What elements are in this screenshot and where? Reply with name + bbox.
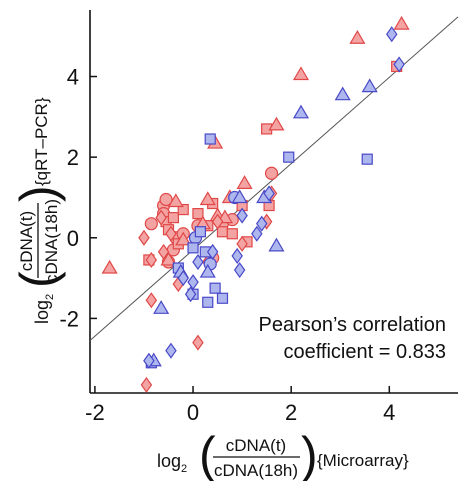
- plot-frame: [89, 10, 458, 394]
- red-circle-point: [159, 192, 173, 207]
- y-label-source: {qRT–PCR}: [32, 97, 51, 186]
- blue-diamond-point: [393, 56, 405, 73]
- x-label-base: 2: [181, 463, 187, 475]
- blue-diamond-point: [231, 247, 243, 264]
- red-diamond-point: [138, 229, 150, 246]
- x-label-log: log: [157, 451, 181, 471]
- blue-diamond-point: [187, 274, 199, 291]
- red-triangle-point: [349, 30, 366, 44]
- y-label-denominator: cDNA(18h): [42, 199, 61, 283]
- red-square-point: [226, 228, 238, 240]
- blue-diamond-point: [263, 185, 275, 202]
- x-tick-label: 4: [383, 400, 395, 425]
- y-tick-label: 0: [67, 226, 79, 251]
- x-label-paren-right: ): [301, 427, 318, 481]
- red-square-point: [216, 226, 229, 238]
- blue-diamond-point: [386, 26, 398, 43]
- blue-triangle-point: [334, 86, 351, 101]
- y-axis-label: log 2 ( cDNA(t) cDNA(18h) ) {qRT–PCR}: [10, 97, 66, 324]
- blue-diamond-point: [165, 342, 177, 359]
- blue-square-point: [216, 292, 229, 304]
- red-circle-point: [144, 217, 158, 231]
- red-triangle-point: [101, 259, 118, 274]
- axis-ticks: -2 0 2 4 -2 0 2 4: [59, 65, 395, 425]
- blue-square-point: [202, 296, 214, 308]
- blue-triangle-point: [268, 237, 285, 252]
- y-label-numerator: cDNA(t): [17, 211, 36, 271]
- y-label-base: 2: [44, 294, 56, 300]
- blue-diamond-point: [255, 215, 268, 232]
- blue-diamond-point: [233, 262, 246, 279]
- red-triangle-point: [268, 116, 285, 131]
- blue-triangle-point: [153, 300, 170, 314]
- blue-diamond-point: [192, 253, 204, 271]
- data-points: [101, 15, 410, 393]
- red-diamond-point: [211, 213, 224, 230]
- y-label-paren-right: ): [10, 185, 66, 202]
- x-tick-label: 2: [285, 400, 297, 425]
- correlation-annotation-line-1: Pearson’s correlation: [258, 314, 446, 336]
- red-triangle-point: [199, 191, 216, 206]
- blue-square-point: [204, 133, 216, 145]
- y-label-paren-left: (: [10, 271, 66, 288]
- x-tick-label: -2: [85, 400, 105, 425]
- red-triangle-point: [236, 175, 253, 189]
- blue-triangle-point: [231, 189, 248, 204]
- y-tick-label: 2: [67, 145, 79, 170]
- blue-diamond-point: [206, 243, 219, 260]
- y-tick-label: -2: [59, 306, 79, 331]
- red-square-point: [177, 203, 189, 216]
- blue-square-point: [209, 282, 221, 294]
- red-circle-point: [264, 166, 279, 180]
- red-triangle-point: [167, 193, 184, 208]
- red-square-point: [192, 207, 204, 220]
- blue-square-point: [194, 226, 206, 238]
- red-diamond-point: [165, 225, 177, 242]
- red-diamond-point: [145, 251, 158, 268]
- x-tick-label: 0: [187, 400, 199, 425]
- red-triangle-point: [160, 251, 177, 266]
- red-diamond-point: [145, 292, 158, 309]
- x-label-numerator: cDNA(t): [226, 436, 286, 455]
- red-triangle-point: [175, 231, 192, 246]
- blue-square-point: [283, 151, 295, 163]
- x-label-denominator: cDNA(18h): [214, 461, 298, 480]
- blue-square-point: [361, 153, 373, 165]
- x-label-paren-left: (: [199, 427, 216, 481]
- red-diamond-point: [236, 235, 248, 252]
- x-axis-label: log 2 ( cDNA(t) cDNA(18h) ) {Microarray}: [157, 427, 409, 481]
- red-triangle-point: [393, 15, 410, 30]
- y-label-log: log: [32, 300, 52, 324]
- blue-diamond-point: [184, 286, 197, 303]
- blue-diamond-point: [177, 270, 189, 287]
- blue-diamond-point: [251, 225, 263, 242]
- x-label-source: {Microarray}: [317, 451, 409, 470]
- blue-triangle-point: [361, 78, 378, 93]
- blue-diamond-point: [143, 352, 155, 369]
- correlation-annotation-line-2: coefficient = 0.833: [283, 341, 446, 363]
- blue-triangle-point: [199, 263, 216, 278]
- red-square-point: [167, 212, 180, 224]
- red-diamond-point: [140, 376, 153, 393]
- blue-square-point: [187, 242, 199, 254]
- red-diamond-point: [155, 209, 167, 226]
- red-diamond-point: [157, 243, 170, 260]
- blue-diamond-point: [236, 207, 248, 224]
- red-triangle-point: [292, 66, 310, 81]
- blue-triangle-point: [292, 104, 310, 119]
- red-diamond-point: [192, 334, 204, 351]
- y-tick-label: 4: [67, 65, 79, 90]
